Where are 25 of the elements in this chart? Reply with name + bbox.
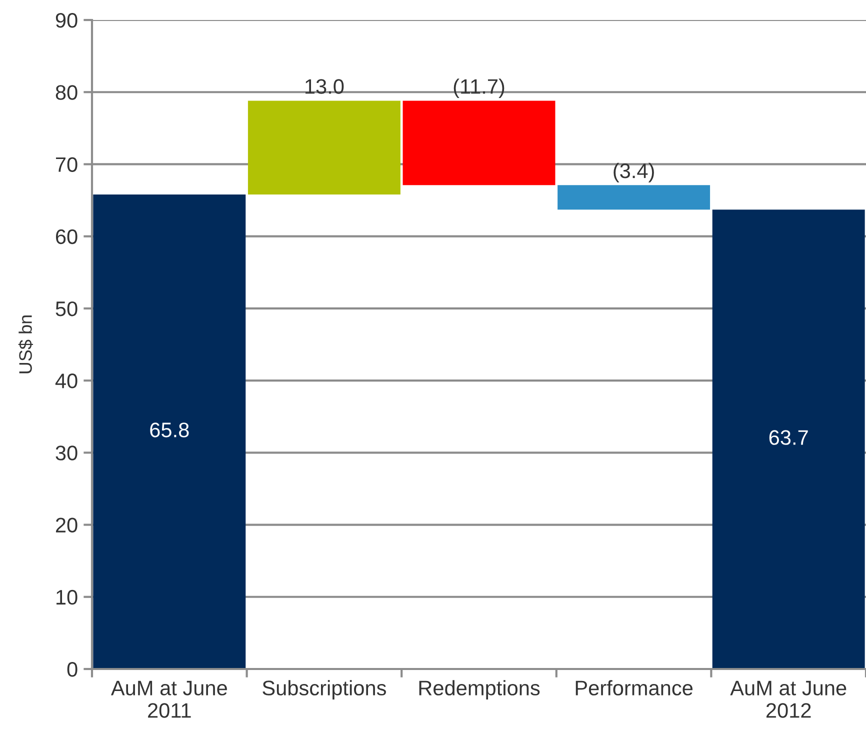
data-label: 65.8 <box>150 422 189 438</box>
y-tick-label: 90 <box>56 13 78 28</box>
bar <box>402 100 556 186</box>
y-tick-label: 80 <box>56 85 78 100</box>
bar <box>558 185 710 210</box>
x-tick-label: Redemptions <box>419 680 540 700</box>
x-tick-label: Performance <box>576 680 693 696</box>
bar <box>248 100 400 195</box>
x-tick-label: AuM at June 2012 <box>730 680 846 718</box>
y-tick-label: 50 <box>56 301 78 316</box>
y-tick-label: 0 <box>67 662 78 677</box>
y-tick-label: 20 <box>56 518 78 533</box>
data-label: (3.4) <box>614 162 654 182</box>
data-label: 13.0 <box>306 79 344 94</box>
y-tick-label: 70 <box>56 157 78 172</box>
bar <box>712 210 865 669</box>
y-tick-label: 10 <box>56 590 78 605</box>
data-label: 63.7 <box>769 430 808 445</box>
y-axis-title: US$ bn <box>18 316 33 374</box>
bar <box>93 194 246 669</box>
x-tick-label: AuM at June 2011 <box>110 680 227 718</box>
y-tick-label: 30 <box>56 446 78 460</box>
x-tick-label: Subscriptions <box>262 680 386 700</box>
y-tick-label: 40 <box>55 374 78 388</box>
y-tick-label: 60 <box>56 229 78 244</box>
